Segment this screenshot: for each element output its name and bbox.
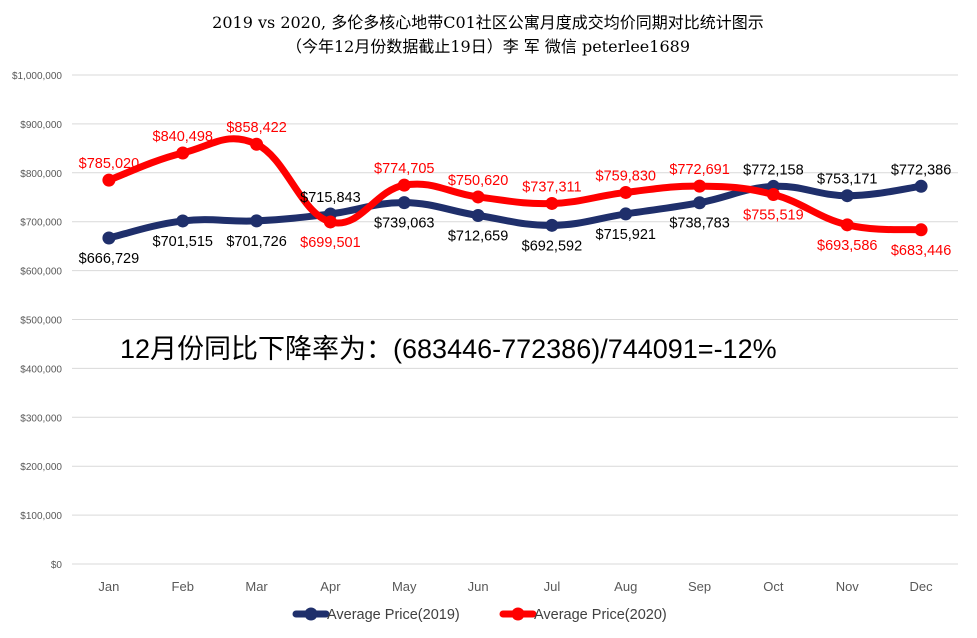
y-tick-label: $500,000 [20, 316, 62, 327]
data-point [693, 179, 707, 193]
x-tick-label: Jan [98, 579, 119, 594]
data-label: $738,783 [669, 216, 729, 232]
data-label: $715,843 [300, 190, 360, 206]
data-point [545, 218, 559, 232]
data-label: $701,515 [153, 234, 213, 250]
data-label: $785,020 [79, 156, 139, 172]
data-labels: $666,729 $701,515 $701,726 $715,843 $739,063… [79, 120, 952, 267]
data-point [102, 173, 116, 187]
data-label: $772,158 [743, 162, 803, 178]
y-tick-label: $0 [51, 560, 63, 571]
data-point [766, 188, 780, 202]
data-label: $692,592 [522, 238, 582, 254]
data-label: $840,498 [153, 129, 213, 145]
data-point [914, 179, 928, 193]
y-tick-label: $1,000,000 [12, 71, 62, 82]
x-axis-ticks: Jan Feb Mar Apr May Jun Jul Aug Sep Oct Nov Dec [98, 579, 933, 594]
data-label: $701,726 [226, 234, 286, 250]
y-axis-ticks: $0 $100,000 $200,000 $300,000 $400,000 $500,0… [12, 71, 62, 571]
gridlines [72, 74, 958, 565]
data-point [840, 218, 854, 232]
data-point [471, 190, 485, 204]
data-label: $699,501 [300, 235, 360, 251]
x-tick-label: Sep [688, 579, 711, 594]
data-point [619, 207, 633, 221]
data-point [176, 214, 190, 228]
chart-title: 2019 vs 2020, 多伦多核心地带C01社区公寓月度成交均价同期对比统计… [212, 13, 764, 32]
data-point [693, 196, 707, 210]
y-tick-label: $400,000 [20, 364, 62, 375]
x-tick-label: Oct [763, 579, 784, 594]
data-label: $774,705 [374, 161, 434, 177]
y-tick-label: $700,000 [20, 218, 62, 229]
x-tick-label: Aug [614, 579, 637, 594]
data-label: $772,386 [891, 162, 951, 178]
data-point [619, 185, 633, 199]
y-tick-label: $200,000 [20, 462, 62, 473]
data-label: $712,659 [448, 229, 508, 245]
data-label: $737,311 [522, 179, 581, 195]
data-label: $772,691 [669, 162, 729, 178]
x-tick-label: Mar [245, 579, 268, 594]
y-tick-label: $600,000 [20, 267, 62, 278]
legend-label: Average Price(2020) [534, 607, 667, 623]
data-label: $858,422 [226, 120, 286, 136]
x-tick-label: Apr [320, 579, 341, 594]
x-tick-label: Feb [172, 579, 194, 594]
chart-subtitle: （今年12月份数据截止19日）李 军 微信 peterlee1689 [286, 37, 690, 56]
data-point [102, 231, 116, 245]
data-label: $755,519 [743, 208, 803, 224]
data-point [397, 178, 411, 192]
data-label: $759,830 [596, 168, 656, 184]
data-label: $715,921 [596, 227, 656, 243]
annotation-text: 12月份同比下降率为：(683446-772386)/744091=-12% [120, 334, 777, 364]
data-point [914, 223, 928, 237]
series-line [105, 182, 925, 242]
y-tick-label: $100,000 [20, 511, 62, 522]
data-label: $693,586 [817, 238, 877, 254]
data-label: $683,446 [891, 243, 951, 259]
x-tick-label: Jun [468, 579, 489, 594]
data-label: $666,729 [79, 251, 139, 267]
data-point [176, 146, 190, 160]
data-point [323, 215, 337, 229]
data-point [397, 196, 411, 210]
y-tick-label: $800,000 [20, 169, 62, 180]
legend-label: Average Price(2019) [327, 607, 460, 623]
series-lines [102, 135, 928, 245]
data-point [250, 214, 264, 228]
y-tick-label: $900,000 [20, 120, 62, 131]
x-tick-label: Dec [910, 579, 934, 594]
data-label: $753,171 [817, 172, 877, 188]
legend: Average Price(2019) Average Price(2020) [292, 607, 667, 623]
y-tick-label: $300,000 [20, 413, 62, 424]
data-point [250, 137, 264, 151]
x-tick-label: Nov [836, 579, 860, 594]
data-label: $739,063 [374, 216, 434, 232]
series-line [105, 135, 925, 234]
x-tick-label: May [392, 579, 417, 594]
data-point [840, 189, 854, 203]
x-tick-label: Jul [544, 579, 561, 594]
legend-marker [304, 607, 318, 621]
data-point [545, 196, 559, 210]
data-point [471, 209, 485, 223]
legend-marker [511, 607, 525, 621]
data-label: $750,620 [448, 173, 508, 189]
